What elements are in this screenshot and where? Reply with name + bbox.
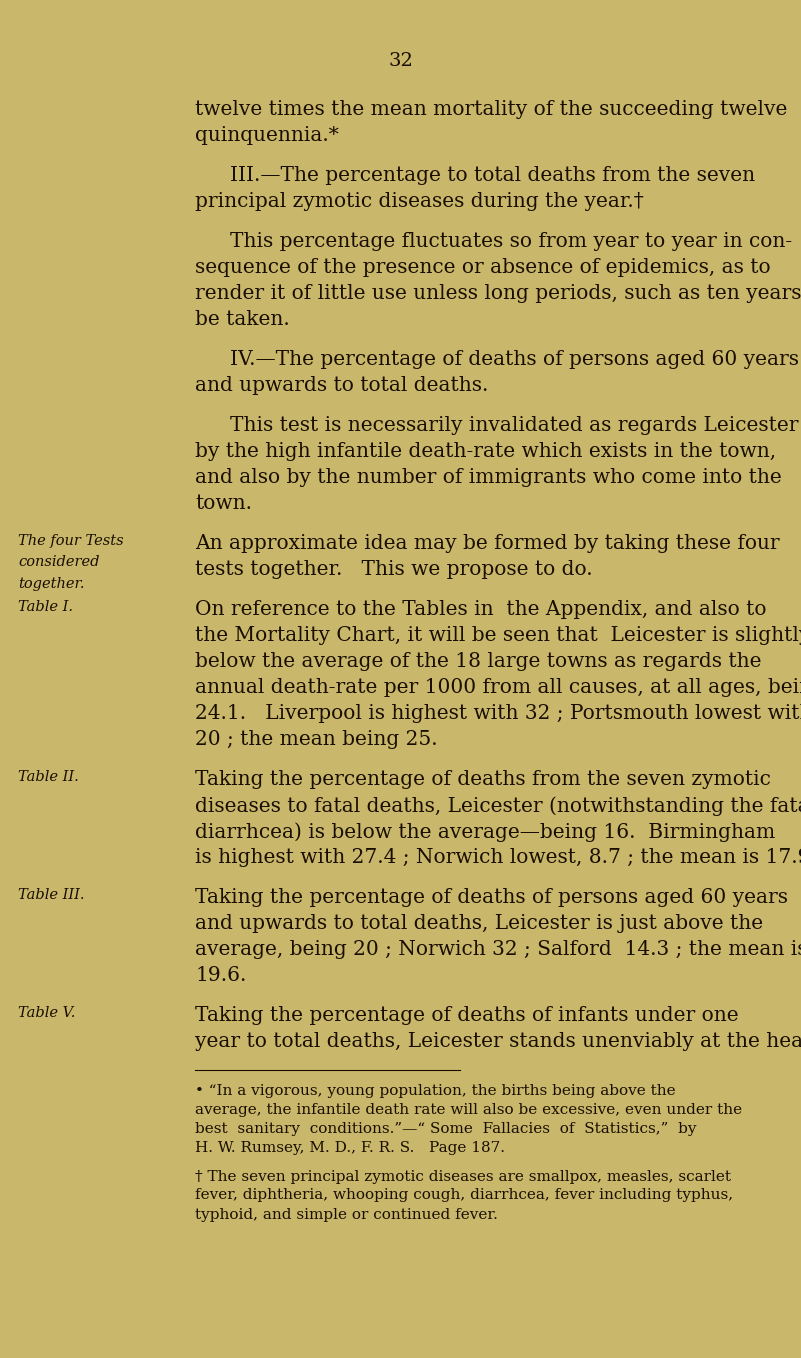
Text: Table II.: Table II.	[18, 770, 78, 784]
Text: is highest with 27.4 ; Norwich lowest, 8.7 ; the mean is 17.9.: is highest with 27.4 ; Norwich lowest, 8…	[195, 847, 801, 866]
Text: Taking the percentage of deaths of persons aged 60 years: Taking the percentage of deaths of perso…	[195, 888, 788, 907]
Text: H. W. Rumsey, M. D., F. R. S.   Page 187.: H. W. Rumsey, M. D., F. R. S. Page 187.	[195, 1141, 505, 1156]
Text: considered: considered	[18, 555, 99, 569]
Text: This percentage fluctuates so from year to year in con-: This percentage fluctuates so from year …	[230, 232, 792, 251]
Text: principal zymotic diseases during the year.†: principal zymotic diseases during the ye…	[195, 191, 644, 210]
Text: † The seven principal zymotic diseases are smallpox, measles, scarlet: † The seven principal zymotic diseases a…	[195, 1169, 731, 1184]
Text: year to total deaths, Leicester stands unenviably at the head: year to total deaths, Leicester stands u…	[195, 1032, 801, 1051]
Text: IV.—The percentage of deaths of persons aged 60 years: IV.—The percentage of deaths of persons …	[230, 350, 799, 369]
Text: render it of little use unless long periods, such as ten years: render it of little use unless long peri…	[195, 284, 801, 303]
Text: quinquennia.*: quinquennia.*	[195, 126, 339, 145]
Text: tests together.   This we propose to do.: tests together. This we propose to do.	[195, 559, 593, 579]
Text: and upwards to total deaths.: and upwards to total deaths.	[195, 376, 489, 395]
Text: diarrhcea) is below the average—being 16.  Birmingham: diarrhcea) is below the average—being 16…	[195, 822, 775, 842]
Text: Table III.: Table III.	[18, 888, 84, 902]
Text: Taking the percentage of deaths from the seven zymotic: Taking the percentage of deaths from the…	[195, 770, 771, 789]
Text: town.: town.	[195, 494, 252, 513]
Text: annual death-rate per 1000 from all causes, at all ages, being: annual death-rate per 1000 from all caus…	[195, 678, 801, 697]
Text: diseases to fatal deaths, Leicester (notwithstanding the fatal: diseases to fatal deaths, Leicester (not…	[195, 796, 801, 816]
Text: best  sanitary  conditions.”—“ Some  Fallacies  of  Statistics,”  by: best sanitary conditions.”—“ Some Fallac…	[195, 1122, 697, 1137]
Text: and also by the number of immigrants who come into the: and also by the number of immigrants who…	[195, 469, 782, 488]
Text: be taken.: be taken.	[195, 310, 290, 329]
Text: III.—The percentage to total deaths from the seven: III.—The percentage to total deaths from…	[230, 166, 755, 185]
Text: and upwards to total deaths, Leicester is just above the: and upwards to total deaths, Leicester i…	[195, 914, 763, 933]
Text: On reference to the Tables in  the Appendix, and also to: On reference to the Tables in the Append…	[195, 600, 767, 619]
Text: 19.6.: 19.6.	[195, 966, 247, 985]
Text: sequence of the presence or absence of epidemics, as to: sequence of the presence or absence of e…	[195, 258, 771, 277]
Text: An approximate idea may be formed by taking these four: An approximate idea may be formed by tak…	[195, 534, 779, 553]
Text: by the high infantile death-rate which exists in the town,: by the high infantile death-rate which e…	[195, 441, 776, 460]
Text: average, the infantile death rate will also be excessive, even under the: average, the infantile death rate will a…	[195, 1103, 742, 1118]
Text: fever, diphtheria, whooping cough, diarrhcea, fever including typhus,: fever, diphtheria, whooping cough, diarr…	[195, 1188, 733, 1202]
Text: Taking the percentage of deaths of infants under one: Taking the percentage of deaths of infan…	[195, 1006, 739, 1025]
Text: • “In a vigorous, young population, the births being above the: • “In a vigorous, young population, the …	[195, 1084, 675, 1099]
Text: 24.1.   Liverpool is highest with 32 ; Portsmouth lowest with: 24.1. Liverpool is highest with 32 ; Por…	[195, 703, 801, 722]
Text: typhoid, and simple or continued fever.: typhoid, and simple or continued fever.	[195, 1207, 498, 1221]
Text: 32: 32	[388, 52, 413, 71]
Text: The four Tests: The four Tests	[18, 534, 123, 549]
Text: This test is necessarily invalidated as regards Leicester: This test is necessarily invalidated as …	[230, 416, 799, 435]
Text: 20 ; the mean being 25.: 20 ; the mean being 25.	[195, 731, 437, 750]
Text: below the average of the 18 large towns as regards the: below the average of the 18 large towns …	[195, 652, 762, 671]
Text: average, being 20 ; Norwich 32 ; Salford  14.3 ; the mean is: average, being 20 ; Norwich 32 ; Salford…	[195, 940, 801, 959]
Text: Table I.: Table I.	[18, 600, 73, 614]
Text: together.: together.	[18, 577, 84, 591]
Text: Table V.: Table V.	[18, 1006, 75, 1020]
Text: twelve times the mean mortality of the succeeding twelve: twelve times the mean mortality of the s…	[195, 100, 787, 120]
Text: the Mortality Chart, it will be seen that  Leicester is slightly: the Mortality Chart, it will be seen tha…	[195, 626, 801, 645]
